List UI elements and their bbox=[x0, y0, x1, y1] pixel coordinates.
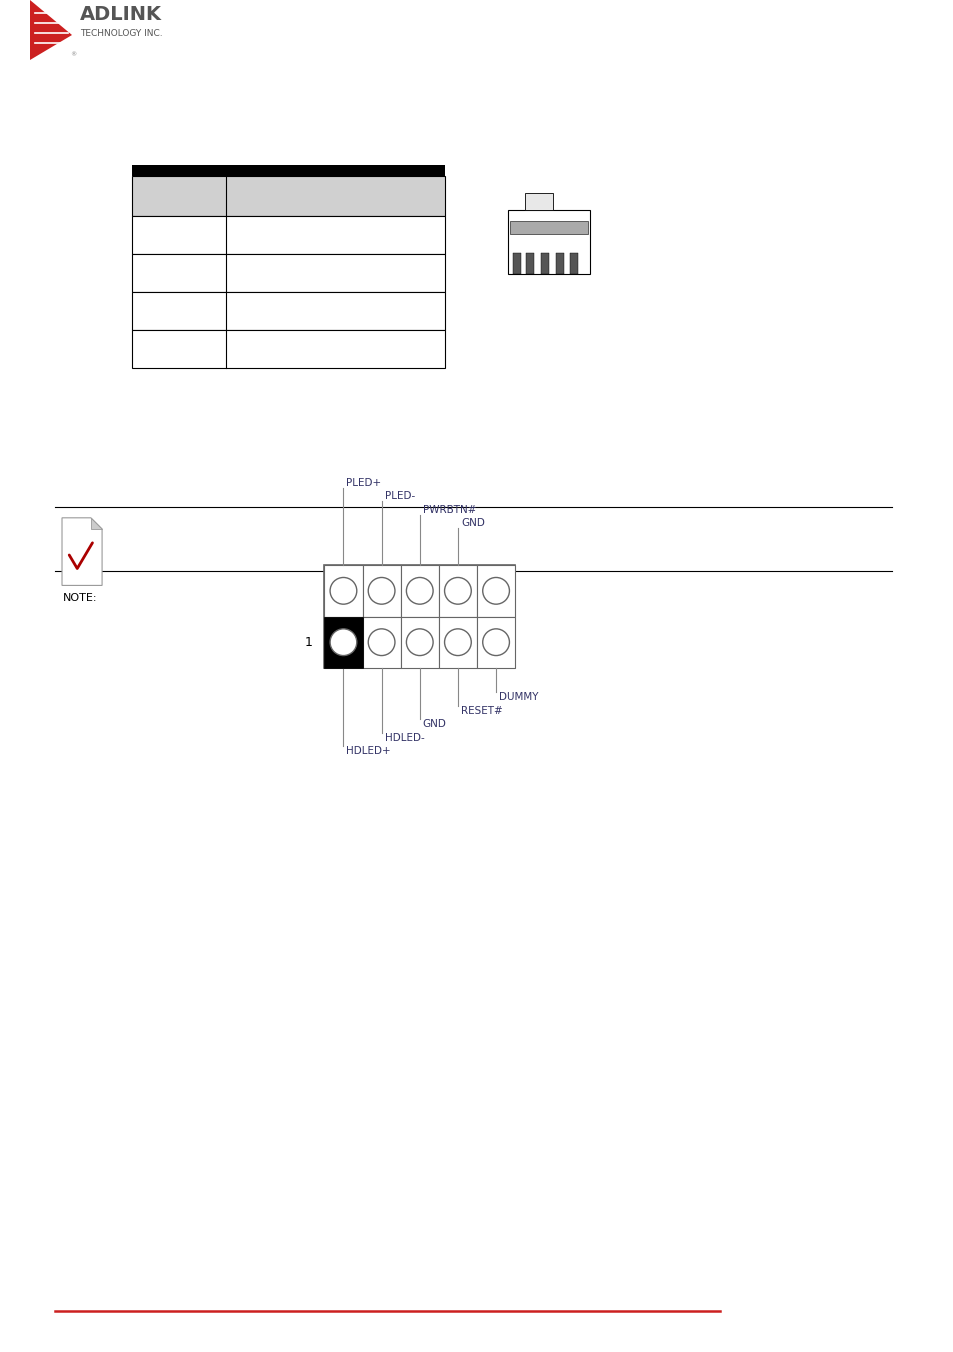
Bar bbox=[510, 222, 587, 234]
Bar bbox=[570, 253, 578, 274]
Bar bbox=[540, 253, 549, 274]
Bar bbox=[132, 165, 444, 176]
Bar bbox=[476, 617, 515, 668]
Bar bbox=[132, 216, 444, 254]
Text: GND: GND bbox=[460, 518, 484, 529]
Circle shape bbox=[482, 577, 509, 604]
Bar bbox=[324, 565, 515, 668]
Text: TECHNOLOGY INC.: TECHNOLOGY INC. bbox=[80, 28, 162, 38]
Bar bbox=[132, 254, 444, 292]
Bar bbox=[132, 330, 444, 368]
Text: PLED-: PLED- bbox=[384, 491, 415, 502]
Text: HDLED+: HDLED+ bbox=[346, 746, 391, 756]
Text: HDLED-: HDLED- bbox=[384, 733, 424, 742]
Text: ADLINK: ADLINK bbox=[80, 5, 162, 24]
Bar bbox=[362, 617, 400, 668]
Bar bbox=[524, 193, 553, 210]
Text: GND: GND bbox=[422, 719, 446, 729]
Text: ®: ® bbox=[70, 51, 76, 57]
Text: RESET#: RESET# bbox=[460, 706, 502, 715]
Circle shape bbox=[330, 629, 356, 656]
Circle shape bbox=[368, 577, 395, 604]
Bar bbox=[132, 292, 444, 330]
Text: PWRBTN#: PWRBTN# bbox=[422, 504, 476, 515]
Circle shape bbox=[444, 577, 471, 604]
Text: 1: 1 bbox=[304, 635, 312, 649]
Text: DUMMY: DUMMY bbox=[498, 692, 538, 702]
Circle shape bbox=[444, 629, 471, 656]
Polygon shape bbox=[30, 0, 71, 59]
Circle shape bbox=[330, 577, 356, 604]
Bar bbox=[526, 253, 534, 274]
Bar bbox=[324, 617, 362, 668]
Bar bbox=[438, 565, 476, 617]
Bar bbox=[508, 210, 589, 274]
Text: PLED+: PLED+ bbox=[346, 477, 381, 488]
Bar bbox=[362, 565, 400, 617]
Bar bbox=[400, 617, 438, 668]
Text: NOTE:: NOTE: bbox=[63, 594, 97, 603]
Bar bbox=[400, 565, 438, 617]
Polygon shape bbox=[91, 518, 102, 529]
Bar bbox=[476, 565, 515, 617]
Bar bbox=[512, 253, 520, 274]
Circle shape bbox=[482, 629, 509, 656]
Bar bbox=[132, 176, 444, 216]
Bar bbox=[324, 617, 362, 668]
Polygon shape bbox=[62, 518, 102, 585]
Circle shape bbox=[406, 629, 433, 656]
Circle shape bbox=[368, 629, 395, 656]
Bar bbox=[555, 253, 563, 274]
Bar bbox=[324, 565, 362, 617]
Bar bbox=[438, 617, 476, 668]
Circle shape bbox=[406, 577, 433, 604]
